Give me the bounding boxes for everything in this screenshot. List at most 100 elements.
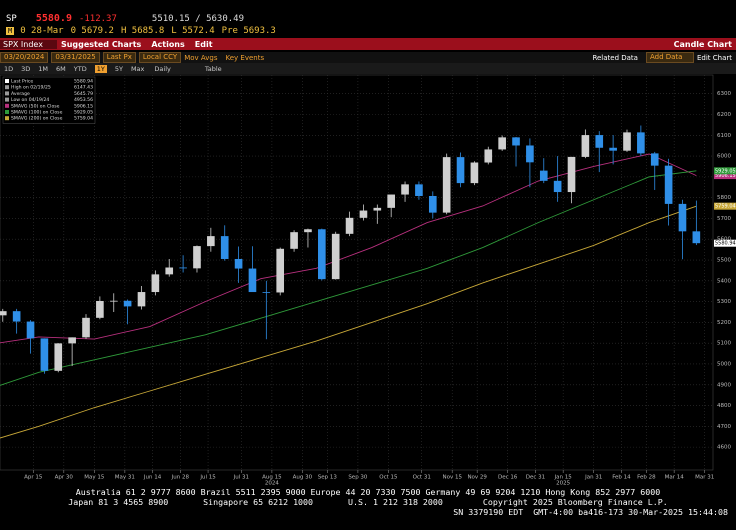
quote-line: SP 5580.9 -112.37 5510.15 / 5630.49 [0,12,736,25]
footer-line: SN 3379190 EDT GMT-4:00 ba416-173 30-Mar… [453,507,728,517]
period-button[interactable]: 1M [38,64,49,73]
bid-ask: 5510.15 / 5630.49 [151,13,245,24]
period-button[interactable]: 1Y [94,64,107,73]
candle-body [96,300,104,318]
value-tag-label: 5759.04 [715,204,736,210]
y-tick-label: 5100 [717,341,731,347]
candle-body [68,337,76,344]
candle-body [498,137,506,150]
x-tick-label: Dec 16 [498,475,518,481]
legend-value: 6147.43 [74,85,93,91]
value-tag [714,239,736,247]
candle-body [442,157,451,213]
candle-body [331,233,340,280]
y-tick-label: 4600 [717,445,731,451]
y-tick-label: 4800 [717,403,731,409]
value-tag [714,202,736,210]
last-price: 5580.9 [35,13,72,24]
legend-label: SMAVG (200) on Close [11,116,63,122]
legend-swatch [5,79,9,83]
x-tick-label: Apr 15 [24,475,43,481]
period-button[interactable]: 6M [56,64,66,73]
menu[interactable]: Actions [151,39,185,49]
candle-body [567,156,576,193]
x-tick-label: Aug 15 [262,475,282,481]
legend-value: 5906.15 [74,103,93,109]
y-tick-label: 5800 [717,195,731,201]
period-button[interactable]: 5Y [114,64,123,73]
y-tick-label: 6200 [717,112,731,118]
legend-swatch [5,97,9,102]
legend-swatch [5,110,9,114]
menu[interactable]: Edit [194,39,213,49]
period-button[interactable]: Max [130,64,145,73]
x-tick-label: May 15 [84,475,105,481]
candle-body [692,231,701,244]
legend-box [2,76,96,124]
candle-body [456,157,465,184]
x-tick-label: Aug 30 [293,475,313,481]
legend-label: Last Price [11,79,33,85]
table-button[interactable]: Table [204,64,222,73]
ccy-select[interactable]: Local CCY [138,52,182,63]
y-tick-label: 6000 [717,154,731,160]
candle-body [276,248,285,293]
period-button[interactable]: 3D [21,64,31,73]
date-input[interactable]: 03/31/2025 [51,52,100,63]
x-tick-label: Jun 14 [143,475,162,481]
candle-body [54,343,63,371]
candle-body [40,338,49,371]
candle-body [539,170,548,181]
legend-value: 5929.05 [74,110,93,116]
candle-body [581,135,590,157]
value-tag [714,172,736,180]
x-tick-label: Apr 30 [55,475,74,481]
candle-body [595,135,604,148]
toggle[interactable]: Mov Avgs [184,53,218,62]
candle-body [359,210,368,218]
x-tick-label: Jan 31 [584,475,602,481]
y-tick-label: 6100 [717,133,731,139]
period-button[interactable]: 1D [4,64,14,73]
button[interactable]: Edit Chart [696,53,732,62]
y-tick-label: 4900 [717,382,731,388]
button[interactable]: Add Data [645,52,694,63]
x-tick-label: Nov 15 [442,475,462,481]
toggle[interactable]: Key Events [225,53,265,62]
candle-body [262,292,271,293]
menu[interactable]: Suggested Charts [60,39,142,49]
candle-body [609,147,617,151]
legend-swatch [5,103,9,108]
period-button[interactable]: YTD [73,64,87,73]
candle-body [165,267,174,275]
candle-body [650,153,659,166]
field-select[interactable]: Last Px [102,52,136,63]
x-tick-label: Jul 31 [233,475,249,481]
candle-body [26,321,35,339]
frequency[interactable]: Daily [154,64,171,73]
button[interactable]: Related Data [592,53,638,62]
ohlc-line: M 0 28-Mar 0 5679.2 H 5685.8 L 5572.4 Pr… [0,25,736,37]
x-tick-label: Mar 31 [695,475,714,481]
quote-date: 0 28-Mar [20,26,64,36]
low: L 5572.4 [171,26,215,36]
pre: Pre 5693.3 [221,26,276,36]
chart: 4600 4700 4800 4900 5000 5100 5200 5300 5400 5500… [0,74,736,486]
date-input[interactable]: 03/20/2024 [0,52,49,63]
ticker[interactable]: SPX Index [0,39,57,49]
x-tick-label: Jul 15 [199,475,216,481]
net-change: -112.37 [78,13,117,24]
candle-body [318,229,326,280]
legend-label: High on 02/19/25 [11,85,51,91]
x-tick-label: Nov 29 [467,475,487,481]
legend-label: Low on 04/19/24 [11,97,49,103]
x-tick-label: Sep 30 [348,475,368,481]
candle-body [637,132,645,154]
moving-average-line [0,153,697,344]
candle-body [0,311,7,316]
y-tick-label: 5000 [717,361,731,367]
legend-value: 5645.79 [74,91,93,97]
candle-body [12,311,21,322]
candle-body [248,268,257,293]
x-tick-label: Sep 13 [318,475,338,481]
